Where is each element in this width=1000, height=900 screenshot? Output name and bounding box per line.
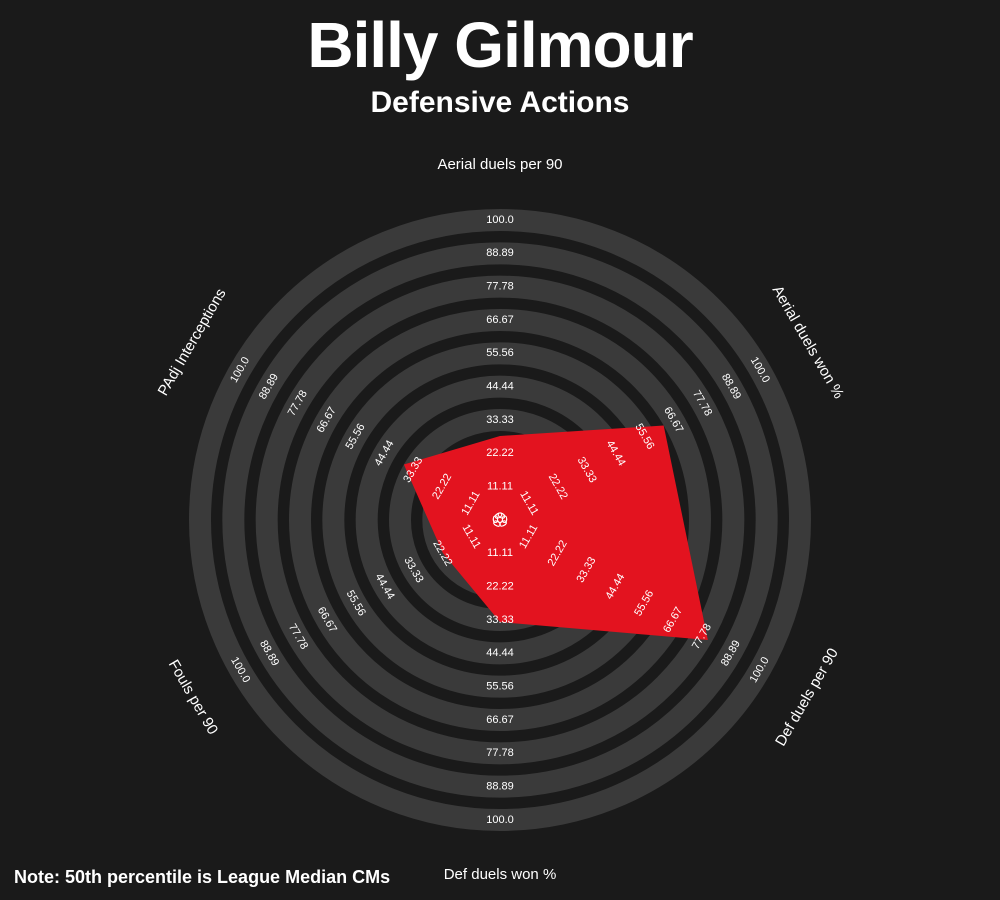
tick-label: 22.22 [486, 581, 514, 593]
tick-label: 100.0 [486, 814, 514, 826]
tick-label: 33.33 [486, 614, 514, 626]
axis-label: Def duels per 90 [772, 645, 842, 749]
chart-container: Billy Gilmour Defensive Actions 0.011.11… [0, 0, 1000, 900]
axis-label: Aerial duels won % [769, 283, 848, 402]
radar-chart: 0.011.1122.2233.3344.4455.5666.6777.7888… [0, 0, 1000, 900]
chart-note: Note: 50th percentile is League Median C… [14, 867, 390, 888]
tick-label: 100.0 [486, 214, 514, 226]
axis-label: Aerial duels per 90 [437, 156, 562, 173]
tick-label: 88.89 [486, 781, 514, 793]
tick-label: 77.78 [486, 281, 514, 293]
tick-label: 77.78 [486, 747, 514, 759]
axis-label: Def duels won % [444, 866, 557, 883]
tick-label: 33.33 [486, 414, 514, 426]
tick-label: 88.89 [486, 247, 514, 259]
tick-label: 66.67 [486, 314, 514, 326]
tick-label: 55.56 [486, 347, 514, 359]
tick-label: 22.22 [486, 447, 514, 459]
axis-label: Fouls per 90 [165, 657, 221, 738]
tick-label: 11.11 [487, 547, 513, 559]
tick-label: 11.11 [487, 481, 513, 493]
tick-label: 44.44 [486, 647, 514, 659]
tick-label: 55.56 [486, 681, 514, 693]
tick-label: 66.67 [486, 714, 514, 726]
tick-label: 44.44 [486, 381, 514, 393]
axis-label: PAdj Interceptions [155, 286, 230, 399]
